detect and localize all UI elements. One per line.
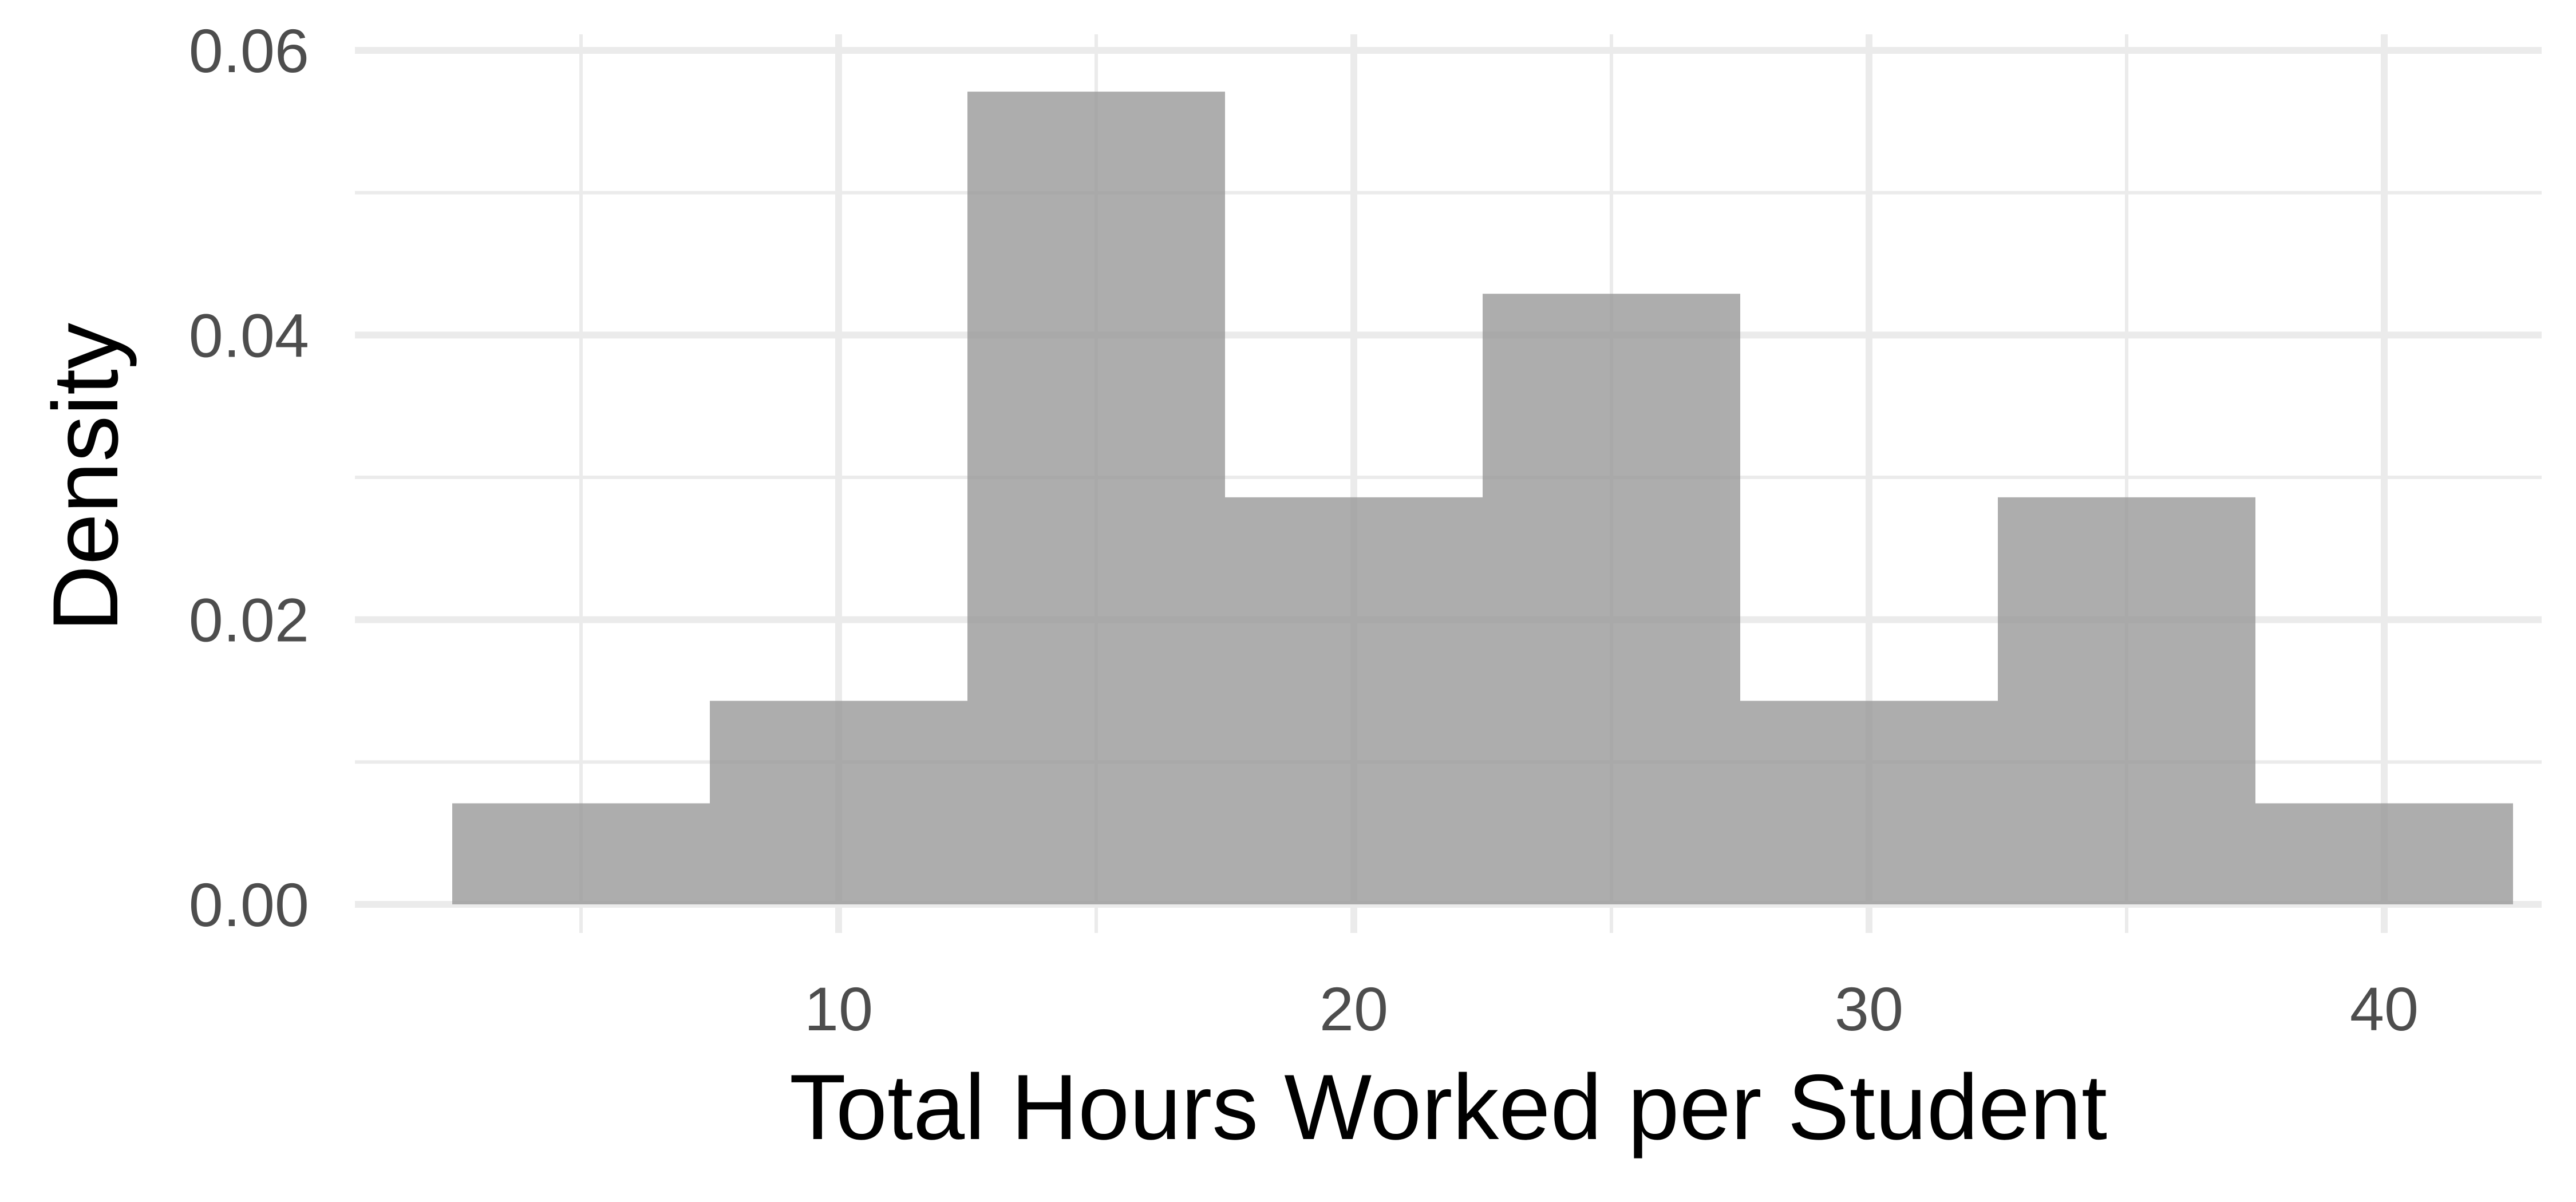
y-tick-label: 0.06 — [189, 16, 309, 85]
x-axis-tick-labels: 10 20 30 40 — [804, 974, 2419, 1043]
y-tick-label: 0.04 — [189, 300, 309, 370]
y-axis-tick-labels: 0.00 0.02 0.04 0.06 — [189, 16, 309, 939]
x-axis-title: Total Hours Worked per Student — [789, 1055, 2107, 1159]
histogram-bars — [452, 92, 2513, 905]
histogram-bar-2 — [710, 701, 967, 904]
histogram-bar-4 — [1225, 497, 1483, 904]
y-tick-label: 0.00 — [189, 870, 309, 939]
histogram-bar-8 — [2255, 803, 2513, 904]
histogram-bar-1 — [452, 803, 710, 904]
x-tick-label: 40 — [2350, 974, 2419, 1043]
x-tick-label: 10 — [804, 974, 873, 1043]
y-axis-title: Density — [34, 323, 137, 632]
histogram-bar-7 — [1998, 497, 2255, 904]
x-tick-label: 30 — [1835, 974, 1903, 1043]
x-tick-label: 20 — [1319, 974, 1388, 1043]
y-tick-label: 0.02 — [189, 586, 309, 655]
histogram-bar-5 — [1483, 294, 1740, 904]
histogram-bar-3 — [967, 92, 1225, 905]
histogram-bar-6 — [1740, 701, 1998, 904]
